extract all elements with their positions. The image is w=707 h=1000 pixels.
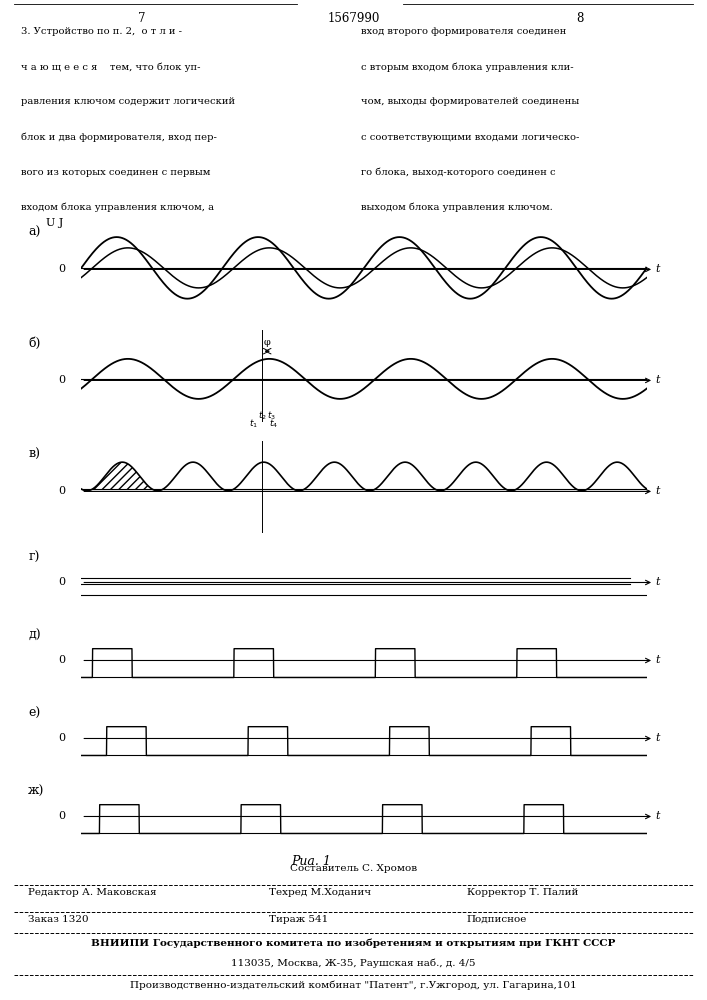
Text: Заказ 1320: Заказ 1320 <box>28 915 89 924</box>
Text: Производственно-издательский комбинат "Патент", г.Ужгород, ул. Гагарина,101: Производственно-издательский комбинат "П… <box>130 980 577 990</box>
Text: t: t <box>655 655 660 665</box>
Text: 0: 0 <box>59 264 66 274</box>
Text: ВНИИПИ Государственного комитета по изобретениям и открытиям при ГКНТ СССР: ВНИИПИ Государственного комитета по изоб… <box>91 938 616 948</box>
Text: Редактор А. Маковская: Редактор А. Маковская <box>28 888 157 897</box>
Text: 8: 8 <box>576 12 583 25</box>
Text: ч а ю щ е е с я    тем, что блок уп-: ч а ю щ е е с я тем, что блок уп- <box>21 62 201 72</box>
Text: Подписное: Подписное <box>467 915 527 924</box>
Text: го блока, выход-которого соединен с: го блока, выход-которого соединен с <box>361 168 555 177</box>
Text: с вторым входом блока управления кли-: с вторым входом блока управления кли- <box>361 62 573 72</box>
Text: ж): ж) <box>28 785 45 798</box>
Text: с соответствующими входами логическо-: с соответствующими входами логическо- <box>361 133 579 142</box>
Text: t: t <box>655 486 660 496</box>
Text: $t_1$: $t_1$ <box>249 417 258 430</box>
Text: блок и два формирователя, вход пер-: блок и два формирователя, вход пер- <box>21 133 217 142</box>
Text: равления ключом содержит логический: равления ключом содержит логический <box>21 98 235 106</box>
Text: выходом блока управления ключом.: выходом блока управления ключом. <box>361 203 552 212</box>
Text: U J: U J <box>46 218 64 228</box>
Text: t: t <box>655 811 660 821</box>
Text: t: t <box>655 733 660 743</box>
Text: чом, выходы формирователей соединены: чом, выходы формирователей соединены <box>361 98 579 106</box>
Text: 0: 0 <box>59 375 66 385</box>
Text: е): е) <box>28 707 40 720</box>
Text: входом блока управления ключом, а: входом блока управления ключом, а <box>21 203 214 212</box>
Text: φ: φ <box>264 338 271 347</box>
Text: б): б) <box>28 337 41 350</box>
Text: Риа. 1: Риа. 1 <box>291 855 331 868</box>
Text: 7: 7 <box>138 12 145 25</box>
Text: 0: 0 <box>59 486 66 496</box>
Text: в): в) <box>28 448 40 461</box>
Text: 0: 0 <box>59 577 66 587</box>
Text: t: t <box>655 577 660 587</box>
Text: $t_2$: $t_2$ <box>258 410 267 422</box>
Text: вход второго формирователя соединен: вход второго формирователя соединен <box>361 27 566 36</box>
Text: $t_3$: $t_3$ <box>267 410 276 422</box>
Text: $t_4$: $t_4$ <box>269 417 279 430</box>
Text: Корректор Т. Палий: Корректор Т. Палий <box>467 888 578 897</box>
Text: д): д) <box>28 629 41 642</box>
Text: 0: 0 <box>59 811 66 821</box>
Text: 1567990: 1567990 <box>327 12 380 25</box>
Text: г): г) <box>28 551 40 564</box>
Text: t: t <box>655 375 660 385</box>
Text: а): а) <box>28 226 41 239</box>
Text: 3. Устройство по п. 2,  о т л и -: 3. Устройство по п. 2, о т л и - <box>21 27 182 36</box>
Text: Техред М.Ходанич: Техред М.Ходанич <box>269 888 370 897</box>
Text: Составитель С. Хромов: Составитель С. Хромов <box>290 864 417 873</box>
Text: 113035, Москва, Ж-35, Раушская наб., д. 4/5: 113035, Москва, Ж-35, Раушская наб., д. … <box>231 958 476 968</box>
Text: Тираж 541: Тираж 541 <box>269 915 328 924</box>
Text: 0: 0 <box>59 733 66 743</box>
Text: вого из которых соединен с первым: вого из которых соединен с первым <box>21 168 211 177</box>
Text: t: t <box>655 264 660 274</box>
Text: 0: 0 <box>59 655 66 665</box>
